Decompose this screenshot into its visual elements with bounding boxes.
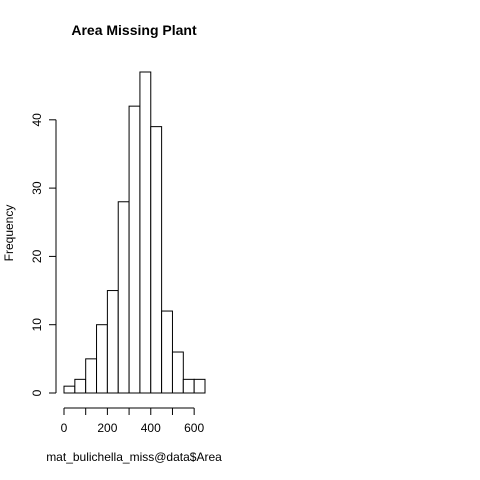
- histogram-bar: [106, 290, 119, 394]
- histogram-bar: [63, 385, 76, 394]
- histogram-bar: [150, 126, 163, 394]
- histogram-bar: [74, 378, 87, 394]
- histogram-bar: [117, 201, 130, 394]
- chart-title: Area Missing Plant: [71, 22, 197, 38]
- y-axis: 0 10 20 30 40: [30, 113, 57, 396]
- y-tick-label: 30: [30, 181, 44, 195]
- y-tick-label: 20: [30, 249, 44, 263]
- histogram-bar: [182, 378, 195, 394]
- histogram-bar: [128, 105, 141, 394]
- histogram-bar: [193, 378, 206, 394]
- y-tick-label: 0: [30, 389, 44, 396]
- x-tick-label: 200: [97, 421, 117, 435]
- x-tick-label: 400: [141, 421, 161, 435]
- x-axis: 0 200 400 600: [61, 407, 204, 435]
- y-tick-label: 40: [30, 113, 44, 127]
- histogram-bar: [139, 71, 152, 394]
- x-axis-label: mat_bulichella_miss@data$Area: [46, 450, 222, 464]
- y-axis-label: Frequency: [2, 205, 16, 262]
- histogram-bars: [63, 71, 206, 394]
- x-tick-label: 600: [184, 421, 204, 435]
- histogram-bar: [161, 310, 173, 394]
- x-tick-label: 0: [61, 421, 68, 435]
- y-tick-label: 10: [30, 318, 44, 332]
- histogram-bar: [171, 351, 184, 394]
- histogram-bar: [96, 324, 108, 394]
- histogram-bar: [85, 358, 98, 394]
